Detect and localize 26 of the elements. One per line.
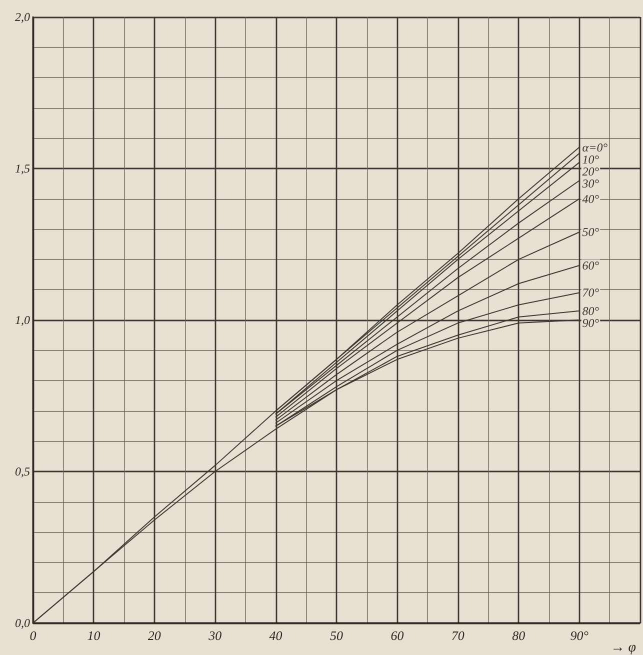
- series-label: 40°: [582, 192, 600, 206]
- x-tick-label: 10: [87, 628, 101, 643]
- series-label: 70°: [582, 286, 600, 300]
- y-tick-label: 0,0: [15, 616, 30, 630]
- series-label: 90°: [582, 316, 600, 330]
- x-tick-label: 90°: [570, 628, 588, 643]
- series-label: 60°: [582, 258, 600, 272]
- x-tick-label: 70: [451, 628, 465, 643]
- x-axis-title: → φ: [610, 640, 636, 655]
- x-tick-label: 50: [330, 628, 344, 643]
- x-tick-label: 0: [30, 628, 37, 643]
- y-tick-label: 1,0: [15, 313, 30, 327]
- x-tick-label: 30: [208, 628, 222, 643]
- y-tick-label: 2,0: [15, 10, 30, 24]
- x-tick-label: 40: [269, 628, 283, 643]
- x-tick-label: 20: [148, 628, 162, 643]
- series-label: 80°: [582, 304, 600, 318]
- series-label: 10°: [582, 152, 600, 166]
- y-tick-label: 1,5: [15, 162, 30, 176]
- series-label: 20°: [582, 164, 600, 178]
- x-tick-label: 80: [512, 628, 526, 643]
- series-label: 30°: [581, 176, 600, 190]
- y-tick-label: 0,5: [15, 464, 30, 478]
- series-label: 50°: [582, 225, 600, 240]
- series-label: α=0°: [582, 140, 608, 154]
- x-tick-label: 60: [390, 628, 404, 643]
